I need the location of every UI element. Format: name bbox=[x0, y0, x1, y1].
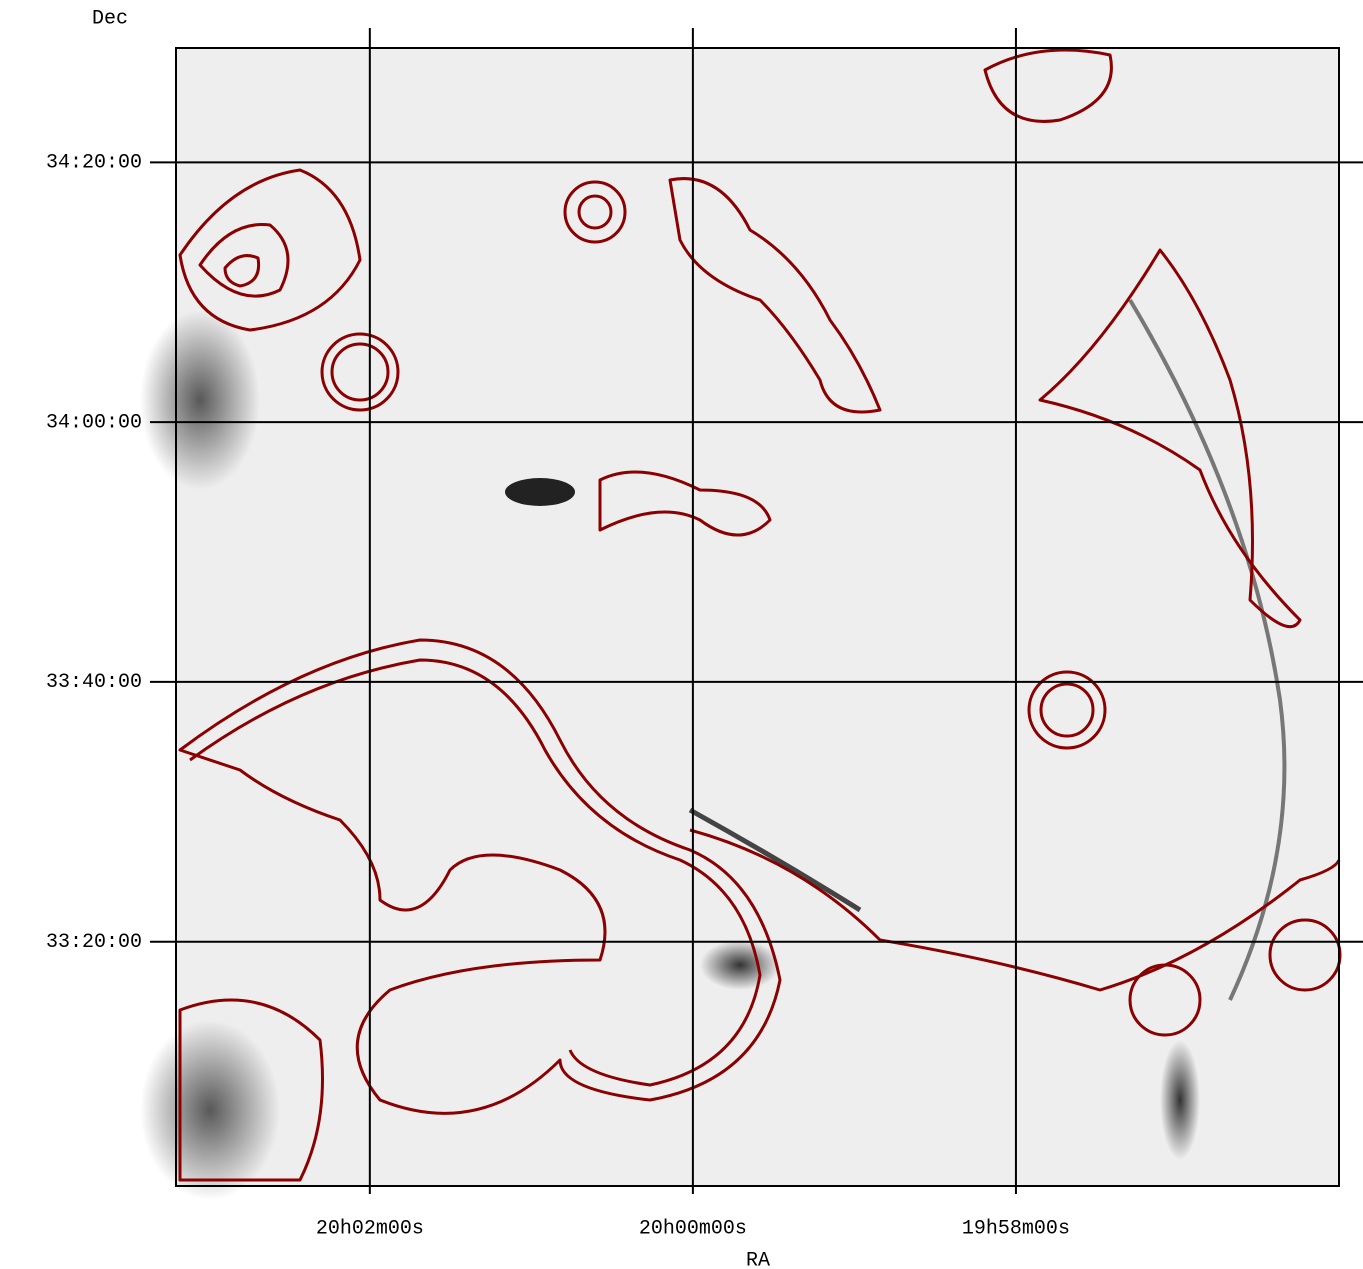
x-tick-label: 20h02m00s bbox=[316, 1217, 424, 1240]
x-tick-label: 20h00m00s bbox=[639, 1217, 747, 1240]
image-background bbox=[176, 48, 1339, 1186]
nebula bbox=[700, 940, 780, 990]
nebula bbox=[140, 1020, 280, 1200]
y-tick-label: 33:40:00 bbox=[46, 671, 142, 694]
y-axis-label: Dec bbox=[92, 7, 128, 30]
x-tick-label: 19h58m00s bbox=[962, 1217, 1070, 1240]
x-axis-label: RA bbox=[746, 1249, 770, 1269]
nebula bbox=[140, 310, 260, 490]
nebula bbox=[1160, 1040, 1200, 1160]
chart: Dec RA 20h02m00s 20h00m00s 19h58m00s 34:20:… bbox=[0, 0, 1363, 1269]
y-tick-label: 34:20:00 bbox=[46, 152, 142, 175]
y-tick-label: 33:20:00 bbox=[46, 931, 142, 954]
nebula bbox=[505, 478, 575, 506]
y-tick-label: 34:00:00 bbox=[46, 411, 142, 434]
